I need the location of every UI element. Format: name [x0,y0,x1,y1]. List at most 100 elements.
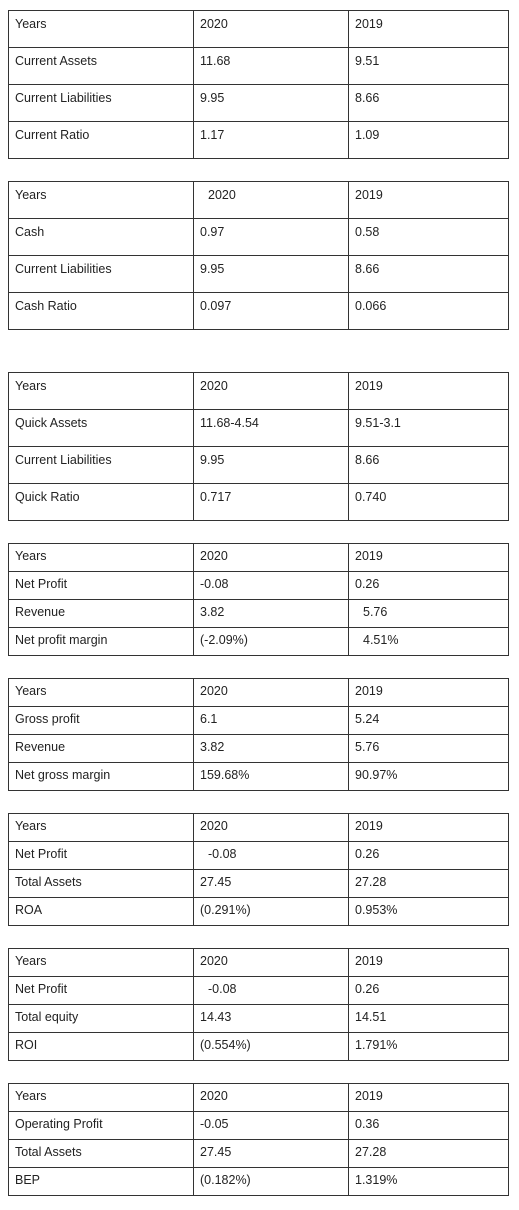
table-header-row: Years 2020 2019 [9,814,509,842]
header-cell: Years [9,949,194,977]
table-row: Gross profit 6.1 5.24 [9,707,509,735]
table-row: Quick Ratio 0.717 0.740 [9,484,509,521]
table-row: Current Ratio 1.17 1.09 [9,122,509,159]
table-row: Current Liabilities 9.95 8.66 [9,85,509,122]
table-row: Quick Assets 11.68-4.54 9.51-3.1 [9,410,509,447]
table-header-row: Years 2020 2019 [9,679,509,707]
header-cell: 2019 [349,11,509,48]
cell: 5.76 [349,600,509,628]
table-row: ROA (0.291%) 0.953% [9,898,509,926]
cell: 4.51% [349,628,509,656]
cell: 1.09 [349,122,509,159]
header-cell: 2019 [349,1084,509,1112]
cell: 1.791% [349,1033,509,1061]
cell: 27.45 [194,1140,349,1168]
header-cell: Years [9,544,194,572]
cell: BEP [9,1168,194,1196]
cell: 0.717 [194,484,349,521]
header-cell: 2020 [194,1084,349,1112]
cell: 5.76 [349,735,509,763]
table-header-row: Years 2020 2019 [9,949,509,977]
table-roi: Years 2020 2019 Net Profit -0.08 0.26 To… [8,948,509,1061]
cell: 27.28 [349,1140,509,1168]
header-cell: Years [9,182,194,219]
cell: 11.68-4.54 [194,410,349,447]
cell: 8.66 [349,85,509,122]
table-roa: Years 2020 2019 Net Profit -0.08 0.26 To… [8,813,509,926]
header-cell: Years [9,11,194,48]
header-cell: 2020 [194,11,349,48]
table-row: Revenue 3.82 5.76 [9,735,509,763]
table-header-row: Years 2020 2019 [9,1084,509,1112]
header-cell: 2020 [194,949,349,977]
cell: Net Profit [9,572,194,600]
cell: Operating Profit [9,1112,194,1140]
cell: 8.66 [349,256,509,293]
cell: 1.17 [194,122,349,159]
header-cell: Years [9,679,194,707]
table-row: Total equity 14.43 14.51 [9,1005,509,1033]
cell: 0.26 [349,842,509,870]
table-row: Total Assets 27.45 27.28 [9,870,509,898]
cell: -0.08 [194,572,349,600]
cell: 9.51-3.1 [349,410,509,447]
cell: Current Liabilities [9,256,194,293]
cell: 159.68% [194,763,349,791]
header-cell: 2019 [349,544,509,572]
cell: 0.097 [194,293,349,330]
table-row: Net Profit -0.08 0.26 [9,977,509,1005]
cell: -0.08 [194,977,349,1005]
table-net-profit-margin: Years 2020 2019 Net Profit -0.08 0.26 Re… [8,543,509,656]
cell: (-2.09%) [194,628,349,656]
cell: 0.58 [349,219,509,256]
cell: Cash Ratio [9,293,194,330]
table-row: Operating Profit -0.05 0.36 [9,1112,509,1140]
table-row: Cash 0.97 0.58 [9,219,509,256]
table-row: Current Liabilities 9.95 8.66 [9,447,509,484]
header-cell: Years [9,1084,194,1112]
header-cell: 2019 [349,373,509,410]
table-row: Net gross margin 159.68% 90.97% [9,763,509,791]
table-row: ROI (0.554%) 1.791% [9,1033,509,1061]
table-row: Net Profit -0.08 0.26 [9,572,509,600]
cell: Current Liabilities [9,85,194,122]
table-header-row: Years 2020 2019 [9,11,509,48]
header-cell: 2020 [194,679,349,707]
cell: Total equity [9,1005,194,1033]
cell: (0.182%) [194,1168,349,1196]
cell: 0.26 [349,977,509,1005]
table-cash-ratio: Years 2020 2019 Cash 0.97 0.58 Current L… [8,181,509,330]
table-header-row: Years 2020 2019 [9,373,509,410]
cell: 5.24 [349,707,509,735]
header-cell: Years [9,373,194,410]
cell: (0.291%) [194,898,349,926]
table-row: Current Liabilities 9.95 8.66 [9,256,509,293]
cell: Total Assets [9,870,194,898]
cell: 3.82 [194,735,349,763]
header-cell: 2020 [194,373,349,410]
cell: 1.319% [349,1168,509,1196]
cell: 14.51 [349,1005,509,1033]
cell: Revenue [9,735,194,763]
header-cell: 2019 [349,949,509,977]
cell: Net Profit [9,842,194,870]
header-cell: 2020 [194,814,349,842]
header-cell: 2019 [349,182,509,219]
cell: Current Ratio [9,122,194,159]
cell: 9.95 [194,447,349,484]
cell: 6.1 [194,707,349,735]
cell: 0.740 [349,484,509,521]
header-cell: Years [9,814,194,842]
cell: 9.95 [194,85,349,122]
cell: Net Profit [9,977,194,1005]
cell: Net profit margin [9,628,194,656]
table-row: Cash Ratio 0.097 0.066 [9,293,509,330]
header-cell: 2020 [194,544,349,572]
table-row: Net Profit -0.08 0.26 [9,842,509,870]
cell: 27.28 [349,870,509,898]
cell: Quick Assets [9,410,194,447]
cell: 14.43 [194,1005,349,1033]
cell: -0.05 [194,1112,349,1140]
cell: Revenue [9,600,194,628]
cell: 0.066 [349,293,509,330]
